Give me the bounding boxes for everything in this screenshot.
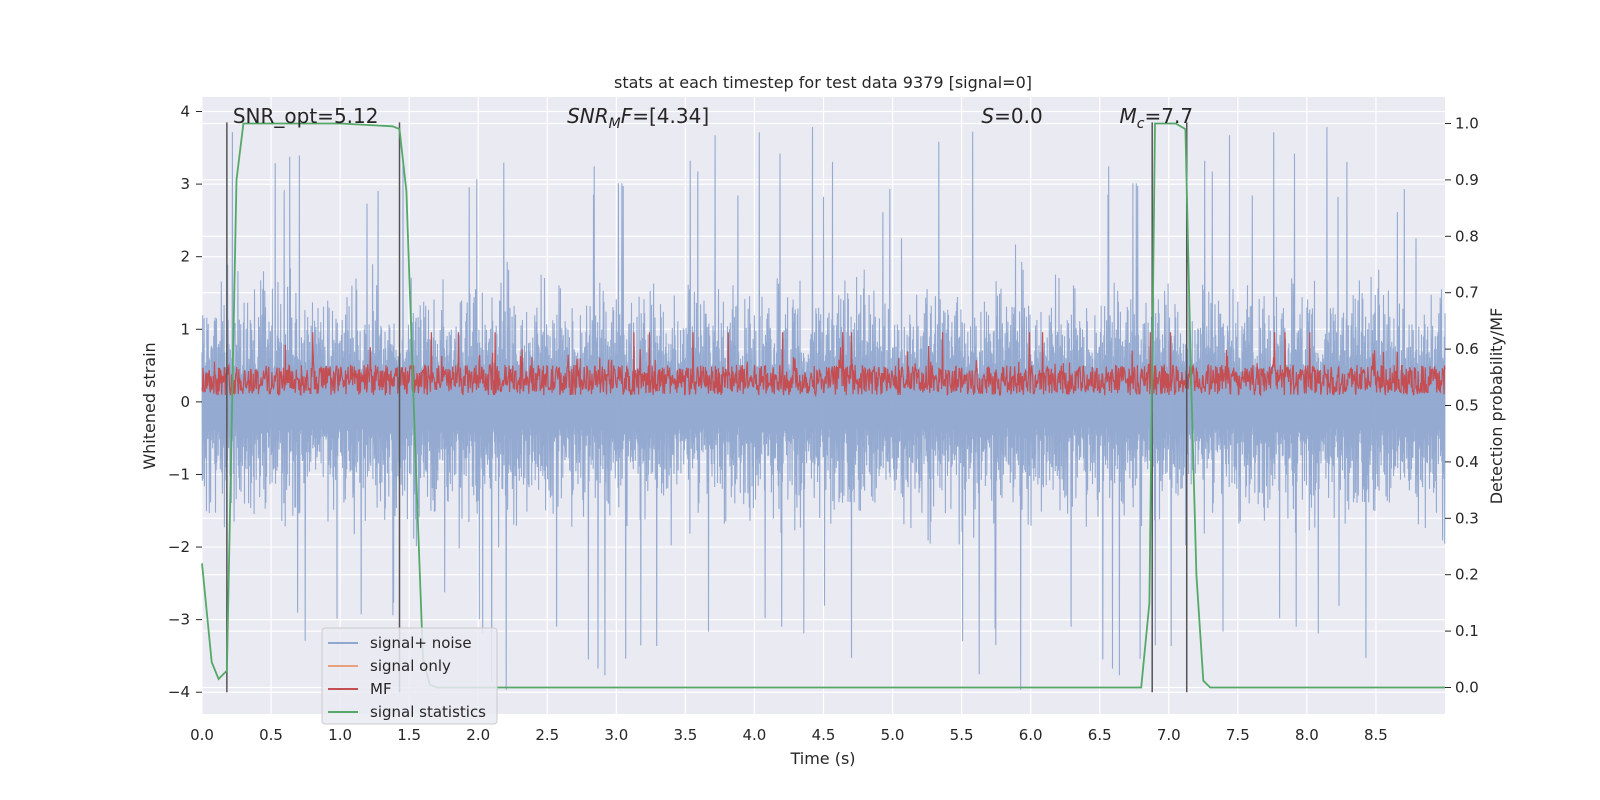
x-tick-label: 2.0 <box>466 726 490 744</box>
x-axis-ticks: 0.0 0.5 1.0 1.5 2.0 2.5 3.0 3.5 4.0 4.5 5.0 5.5 6.0 6… <box>190 726 1388 744</box>
legend-label: signal+ noise <box>370 634 472 652</box>
y2-tick-label: 0.1 <box>1455 622 1479 640</box>
legend-box <box>321 627 498 725</box>
x-tick-label: 5.5 <box>950 726 974 744</box>
x-axis-label: Time (s) <box>789 749 855 768</box>
annotations: SNR_opt=5.12 SNRMF=[4.34] S=0.0 Mc=7.7 <box>233 104 1193 132</box>
y-tick-label: −4 <box>168 683 190 701</box>
y-axis-label: Whitened strain <box>140 342 159 469</box>
series-mf <box>201 332 1446 398</box>
x-tick-label: 0.0 <box>190 726 214 744</box>
x-tick-label: 4.5 <box>812 726 836 744</box>
y-tick-label: −2 <box>168 538 190 556</box>
stat-annotation: SNRMF=[4.34] <box>567 104 709 132</box>
legend: signal+ noise signal only MF signal statist… <box>321 627 498 725</box>
y-tick-label: 4 <box>180 103 190 121</box>
y2-tick-label: 0.0 <box>1455 678 1479 696</box>
x-tick-label: 6.0 <box>1019 726 1043 744</box>
x-tick-label: 8.5 <box>1364 726 1388 744</box>
y-tick-label: −3 <box>168 611 190 629</box>
x-tick-label: 2.5 <box>535 726 559 744</box>
x-tick-label: 6.5 <box>1088 726 1112 744</box>
x-tick-label: 1.0 <box>328 726 352 744</box>
y-axis-ticks: 4 3 2 1 0 −1 −2 −3 −4 <box>168 103 202 701</box>
series-signal-noise <box>201 127 1446 690</box>
y2-tick-label: 0.7 <box>1455 284 1479 302</box>
y-tick-label: 0 <box>180 393 190 411</box>
stat-annotation: S=0.0 <box>981 104 1042 128</box>
y-tick-label: 3 <box>180 175 190 193</box>
x-tick-label: 8.0 <box>1295 726 1319 744</box>
y2-tick-label: 0.9 <box>1455 171 1479 189</box>
y2-tick-label: 0.8 <box>1455 227 1479 245</box>
x-tick-label: 3.0 <box>604 726 628 744</box>
stat-annotation: SNR_opt=5.12 <box>233 104 379 128</box>
x-tick-label: 4.0 <box>743 726 767 744</box>
x-tick-label: 3.5 <box>673 726 697 744</box>
y-tick-label: 2 <box>180 248 190 266</box>
y2-tick-label: 0.6 <box>1455 340 1479 358</box>
x-tick-label: 5.0 <box>881 726 905 744</box>
chart-title: stats at each timestep for test data 937… <box>614 73 1032 92</box>
y2-axis-ticks: 1.0 0.9 0.8 0.7 0.6 0.5 0.4 0.3 0.2 0.1 0.0 <box>1445 115 1479 696</box>
legend-label: MF <box>370 680 392 698</box>
y-tick-label: 1 <box>180 320 190 338</box>
x-tick-label: 1.5 <box>397 726 421 744</box>
stat-annotation: Mc=7.7 <box>1120 104 1194 132</box>
legend-label: signal statistics <box>370 703 486 721</box>
x-tick-label: 7.0 <box>1157 726 1181 744</box>
y2-tick-label: 0.5 <box>1455 397 1479 415</box>
y2-tick-label: 0.3 <box>1455 509 1479 527</box>
y2-tick-label: 0.2 <box>1455 566 1479 584</box>
y2-tick-label: 0.4 <box>1455 453 1479 471</box>
y2-axis-label: Detection probability/MF <box>1487 308 1506 505</box>
y-tick-label: −1 <box>168 465 190 483</box>
x-tick-label: 7.5 <box>1226 726 1250 744</box>
mf-line <box>201 332 1446 398</box>
noise-line <box>201 127 1446 690</box>
x-tick-label: 0.5 <box>259 726 283 744</box>
legend-label: signal only <box>370 657 451 675</box>
y2-tick-label: 1.0 <box>1455 115 1479 133</box>
